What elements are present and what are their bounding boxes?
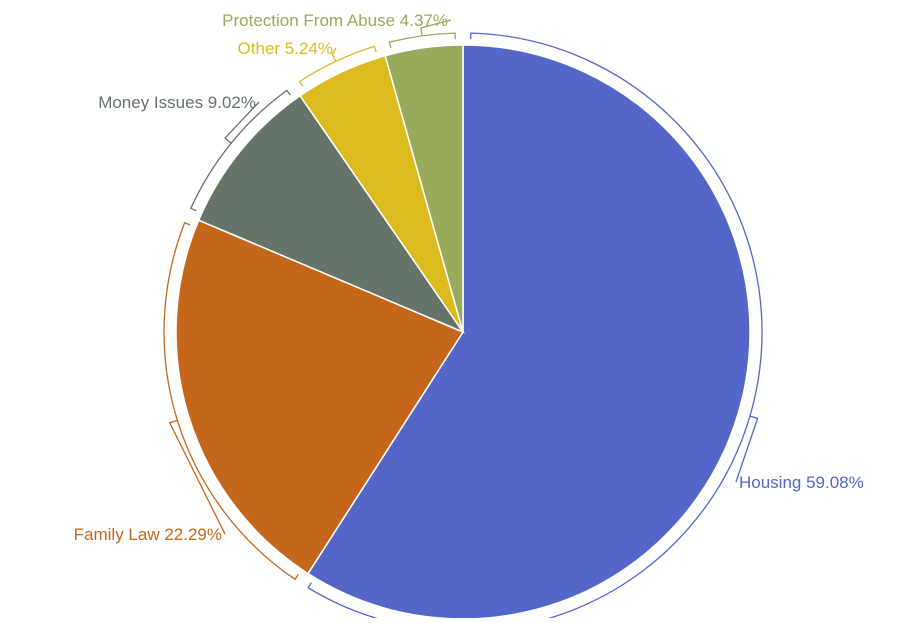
leader-protection-from-abuse — [388, 19, 456, 49]
leader-family-law — [163, 221, 299, 581]
pie-slice-family-law — [175, 219, 465, 575]
label-protection-from-abuse: Protection From Abuse 4.37% — [222, 11, 448, 30]
label-family-law: Family Law 22.29% — [74, 525, 222, 544]
leader-housing — [307, 32, 763, 623]
pie-slice-money-issues — [197, 94, 466, 334]
pie-slice-protection-from-abuse — [384, 44, 464, 333]
pie-label-leaders — [163, 19, 763, 623]
pie-slices — [175, 44, 751, 620]
label-money-issues: Money Issues 9.02% — [98, 93, 256, 112]
pie-labels: Housing 59.08% Family Law 22.29% Money Iss… — [74, 11, 864, 544]
label-other: Other 5.24% — [238, 39, 333, 58]
leader-money-issues — [189, 89, 291, 212]
leader-other — [298, 45, 377, 87]
label-housing: Housing 59.08% — [739, 473, 864, 492]
